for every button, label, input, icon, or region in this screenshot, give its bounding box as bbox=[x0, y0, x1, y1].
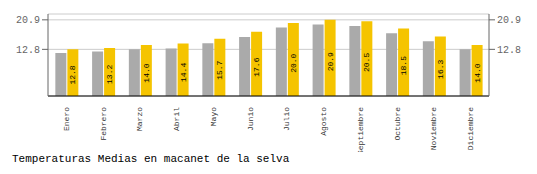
svg-text:14.0: 14.0 bbox=[473, 63, 482, 82]
svg-text:Junio: Junio bbox=[246, 107, 255, 131]
svg-text:Septiembre: Septiembre bbox=[356, 107, 365, 152]
svg-text:15.7: 15.7 bbox=[215, 60, 224, 79]
svg-text:20.5: 20.5 bbox=[362, 53, 371, 72]
svg-text:Marzo: Marzo bbox=[135, 107, 144, 131]
html-text:Temperaturas Medias en macanet: Temperaturas Medias en macanet de la sel… bbox=[12, 153, 290, 165]
svg-text:20.9: 20.9 bbox=[16, 15, 40, 26]
svg-text:12.8: 12.8 bbox=[16, 45, 40, 56]
svg-text:Agosto: Agosto bbox=[319, 107, 328, 136]
svg-text:12.8: 12.8 bbox=[68, 65, 77, 84]
svg-text:Julio: Julio bbox=[282, 107, 291, 131]
svg-text:Diciembre: Diciembre bbox=[466, 107, 475, 150]
svg-text:17.6: 17.6 bbox=[252, 57, 261, 76]
svg-text:Enero: Enero bbox=[62, 107, 71, 131]
svg-text:13.2: 13.2 bbox=[105, 65, 114, 84]
svg-text:20.9: 20.9 bbox=[326, 52, 335, 71]
svg-text:14.0: 14.0 bbox=[142, 63, 151, 82]
svg-text:Octubre: Octubre bbox=[393, 107, 402, 141]
svg-text:20.9: 20.9 bbox=[497, 15, 521, 26]
svg-text:Mayo: Mayo bbox=[209, 107, 218, 126]
svg-text:16.3: 16.3 bbox=[436, 59, 445, 78]
svg-text:Noviembre: Noviembre bbox=[429, 107, 438, 150]
svg-text:20.0: 20.0 bbox=[289, 53, 298, 72]
svg-text:Febrero: Febrero bbox=[99, 107, 108, 141]
svg-text:14.4: 14.4 bbox=[179, 63, 188, 82]
svg-text:12.8: 12.8 bbox=[497, 45, 521, 56]
svg-text:18.5: 18.5 bbox=[399, 56, 408, 75]
svg-text:Abril: Abril bbox=[172, 107, 181, 131]
